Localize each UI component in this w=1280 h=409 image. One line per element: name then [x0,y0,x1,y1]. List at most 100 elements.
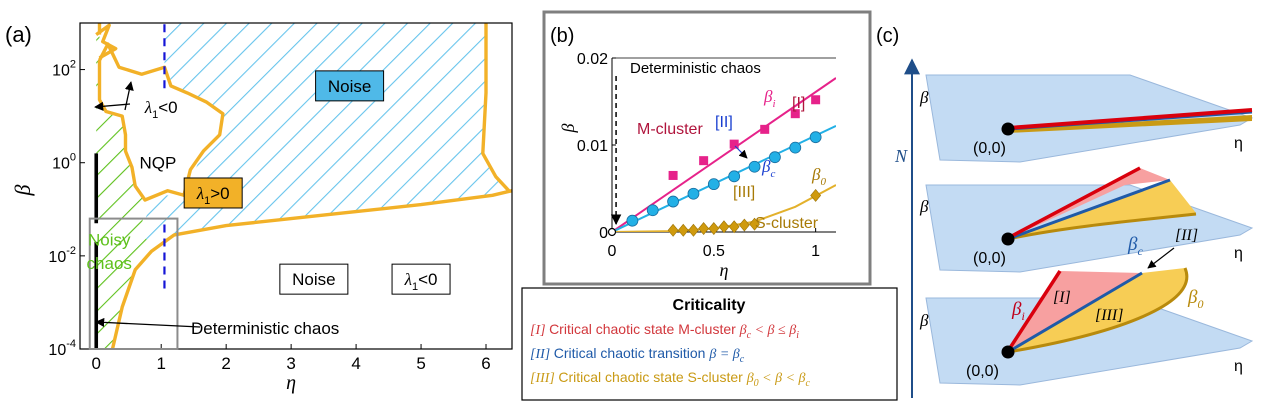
b-beta-i-label: βi [763,87,776,110]
arrow-lambda-up [124,81,134,111]
region-label-7: chaos [87,254,132,273]
b-beta-c-point [769,151,781,164]
region-box-2 [315,70,385,102]
plane-1-beta-label: β [919,88,929,107]
region-label-5: λ1<0 [144,98,178,121]
c-region-II-arrow [1147,247,1175,269]
plane-1-beta-i-line [1007,108,1253,130]
arrow-deterministic-chaos [95,317,201,328]
b-beta-c-point [728,170,741,183]
region-box-4 [391,263,451,295]
plane-3-beta-label: β [919,311,929,330]
arrow-lambda-left [94,101,131,111]
region-label-0: NQP [140,154,177,173]
region-box-1 [279,263,349,295]
c-beta-c-label: βc [1127,234,1143,258]
plane-1-eta-label: η [1234,135,1243,152]
b-beta-0-point [738,218,750,232]
b-beta-i-point [760,124,770,134]
b-y-tick-label: 0 [599,225,608,242]
b-beta-0-point [728,220,740,234]
b-beta-c-point [687,187,700,200]
y-tick-label: 10-2 [48,245,76,266]
b-region-I-label: [I] [792,95,805,112]
b-beta-0-point [698,222,710,235]
plane-3-eta-label: η [1234,358,1243,375]
plane-2-region-III [1008,180,1196,239]
panel-a-boundaries [94,23,512,349]
plane-1-origin-label: (0,0) [973,140,1006,157]
criticality-legend: Criticality [I] Critical chaotic state M… [521,287,898,401]
panel-a-region-labels: NQP Noise Noise λ1>0 λ1<0 λ1<0 Noisy chaos Deter… [87,70,451,350]
c-region-III-label: [III] [1095,307,1123,324]
c-beta-0-label: β0 [1187,287,1203,311]
b-deterministic-chaos-label: Deterministic chaos [630,60,761,77]
c-region-I-label: [I] [1053,289,1071,306]
b-x-tick-label: 0.5 [703,243,725,260]
b-m-cluster-label: M-cluster [637,121,703,138]
b-beta-i-point [790,109,800,119]
region-label-6: Noisy [88,231,131,250]
region-label-3: λ1>0 [196,184,230,207]
plane-2-beta-0-curve [1007,212,1197,241]
b-beta-0-label: β0 [811,165,826,188]
n-axis-label: N [894,146,908,166]
b-beta-0-point [677,223,689,237]
b-y-axis-label: β [558,123,578,133]
boundary-lower-boundary [110,189,512,349]
panel-a-frame [79,22,513,350]
panel-c-label: (c) [876,25,899,47]
noisy-chaos-box [88,217,179,350]
panel-a-hatch-regions [96,23,512,349]
b-beta-0-point [667,223,679,237]
plane-3-beta-i-line [1006,270,1062,352]
c-beta-i-label: βi [1011,299,1025,323]
plane-3-beta-0-curve [1007,267,1189,354]
b-beta-c-point [707,178,720,191]
b-region-II-label: [II] [715,114,733,131]
b-x-tick-label: 0 [608,243,617,260]
b-beta-c-point [667,195,679,208]
boundary-right-boundary [481,23,511,192]
plane-3-region-III [1008,268,1187,352]
b-region-II-arrow [734,145,748,159]
b-origin-marker [607,227,617,237]
plane-2-region-I [1008,168,1170,239]
plane-1-origin-dot [1001,122,1015,136]
x-tick-label: 2 [221,354,230,373]
plane-2-beta-i-line [1007,166,1141,240]
plane-3-origin-label: (0,0) [966,363,999,380]
panel-b: (b) 0 0.5 1 0 0.01 0.02 η β Deterministic chaos M… [542,10,872,286]
panel-c: (c) N (0,0) β η (0,0) β η (0,0) β η βi [I] [III] [II]… [876,25,1254,398]
plane-3-origin-dot [1001,345,1015,359]
boundary-left-lobe [95,23,118,60]
plane-2-origin-dot [1001,232,1015,246]
b-s-cluster-label: S-cluster [755,215,819,232]
x-tick-label: 5 [416,354,425,373]
b-beta-i-point [668,170,678,180]
b-beta-c-point [748,160,761,173]
panel-b-frame [542,10,872,286]
region-label-4: λ1<0 [404,270,438,293]
x-tick-label: 1 [156,354,165,373]
b-beta-0-point [688,223,699,237]
legend-box [521,287,898,401]
b-beta-0-point [810,188,822,202]
panel-b-plot: 0 0.5 1 0 0.01 0.02 η β Deterministic chaos M-clu… [558,51,836,280]
panel-a: (a) 0 1 2 3 4 5 6 10-4 10-2 100 102 η β NQP Noise Nois… [5,22,513,394]
noisy-chaos-hatch-region [96,23,152,349]
legend-row-2: [II] Critical chaotic transition β = βc [530,345,745,365]
x-tick-label: 3 [286,354,295,373]
b-y-tick-label: 0.01 [577,138,608,155]
legend-title: Criticality [673,297,746,314]
y-tick-label: 102 [52,59,76,80]
plane-2-beta-label: β [919,197,929,216]
b-x-tick-label: 1 [811,243,820,260]
panel-a-label: (a) [5,22,32,47]
b-y-tick-label: 0.02 [577,51,608,68]
b-beta-0-point [718,220,730,234]
x-tick-label: 4 [351,354,360,373]
b-beta-i-point [811,95,821,105]
x-tick-label: 0 [92,354,101,373]
